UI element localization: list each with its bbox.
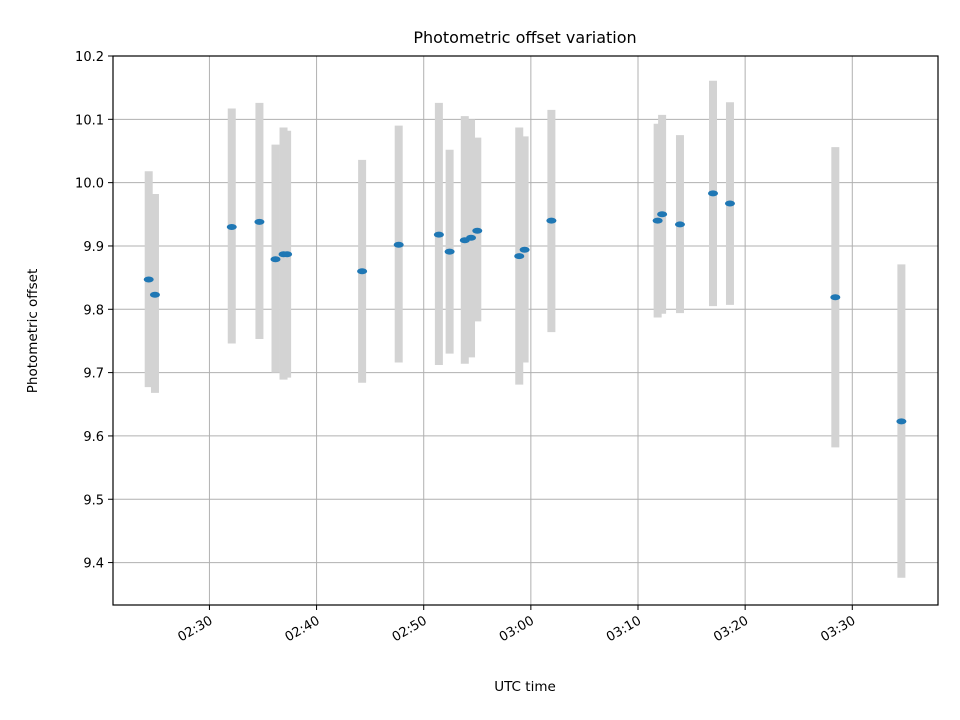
data-point	[472, 227, 483, 234]
y-axis-label: Photometric offset	[25, 269, 41, 393]
y-tick-label: 10.1	[75, 113, 104, 128]
chart-title: Photometric offset variation	[413, 28, 636, 47]
data-point	[254, 218, 265, 225]
data-point	[357, 268, 368, 275]
data-points	[143, 190, 907, 425]
y-tick-label: 9.5	[83, 493, 104, 508]
data-point	[546, 217, 557, 224]
data-point	[444, 248, 455, 255]
data-point	[657, 211, 668, 218]
data-point	[393, 241, 404, 248]
y-tick-label: 9.4	[83, 557, 104, 572]
data-point	[282, 251, 293, 258]
data-point	[652, 217, 663, 224]
y-tick-label: 9.9	[83, 240, 104, 255]
y-tick-label: 10.2	[75, 50, 104, 65]
data-point	[830, 294, 841, 301]
data-point	[724, 200, 735, 207]
data-point	[226, 223, 237, 230]
y-tick-label: 10.0	[75, 177, 104, 192]
x-axis-label: UTC time	[494, 679, 556, 695]
y-tick-label: 9.7	[83, 367, 104, 382]
y-tick-label: 9.6	[83, 430, 104, 445]
data-point	[519, 246, 530, 253]
y-tick-label: 9.8	[83, 303, 104, 318]
data-point	[674, 221, 685, 228]
data-point	[270, 256, 281, 263]
data-point	[514, 253, 525, 260]
data-point	[143, 276, 154, 283]
data-point	[896, 418, 907, 425]
data-point	[466, 234, 477, 241]
data-point	[708, 190, 718, 197]
data-point	[149, 291, 160, 298]
data-point	[433, 231, 444, 238]
plot-frame	[112, 55, 939, 606]
